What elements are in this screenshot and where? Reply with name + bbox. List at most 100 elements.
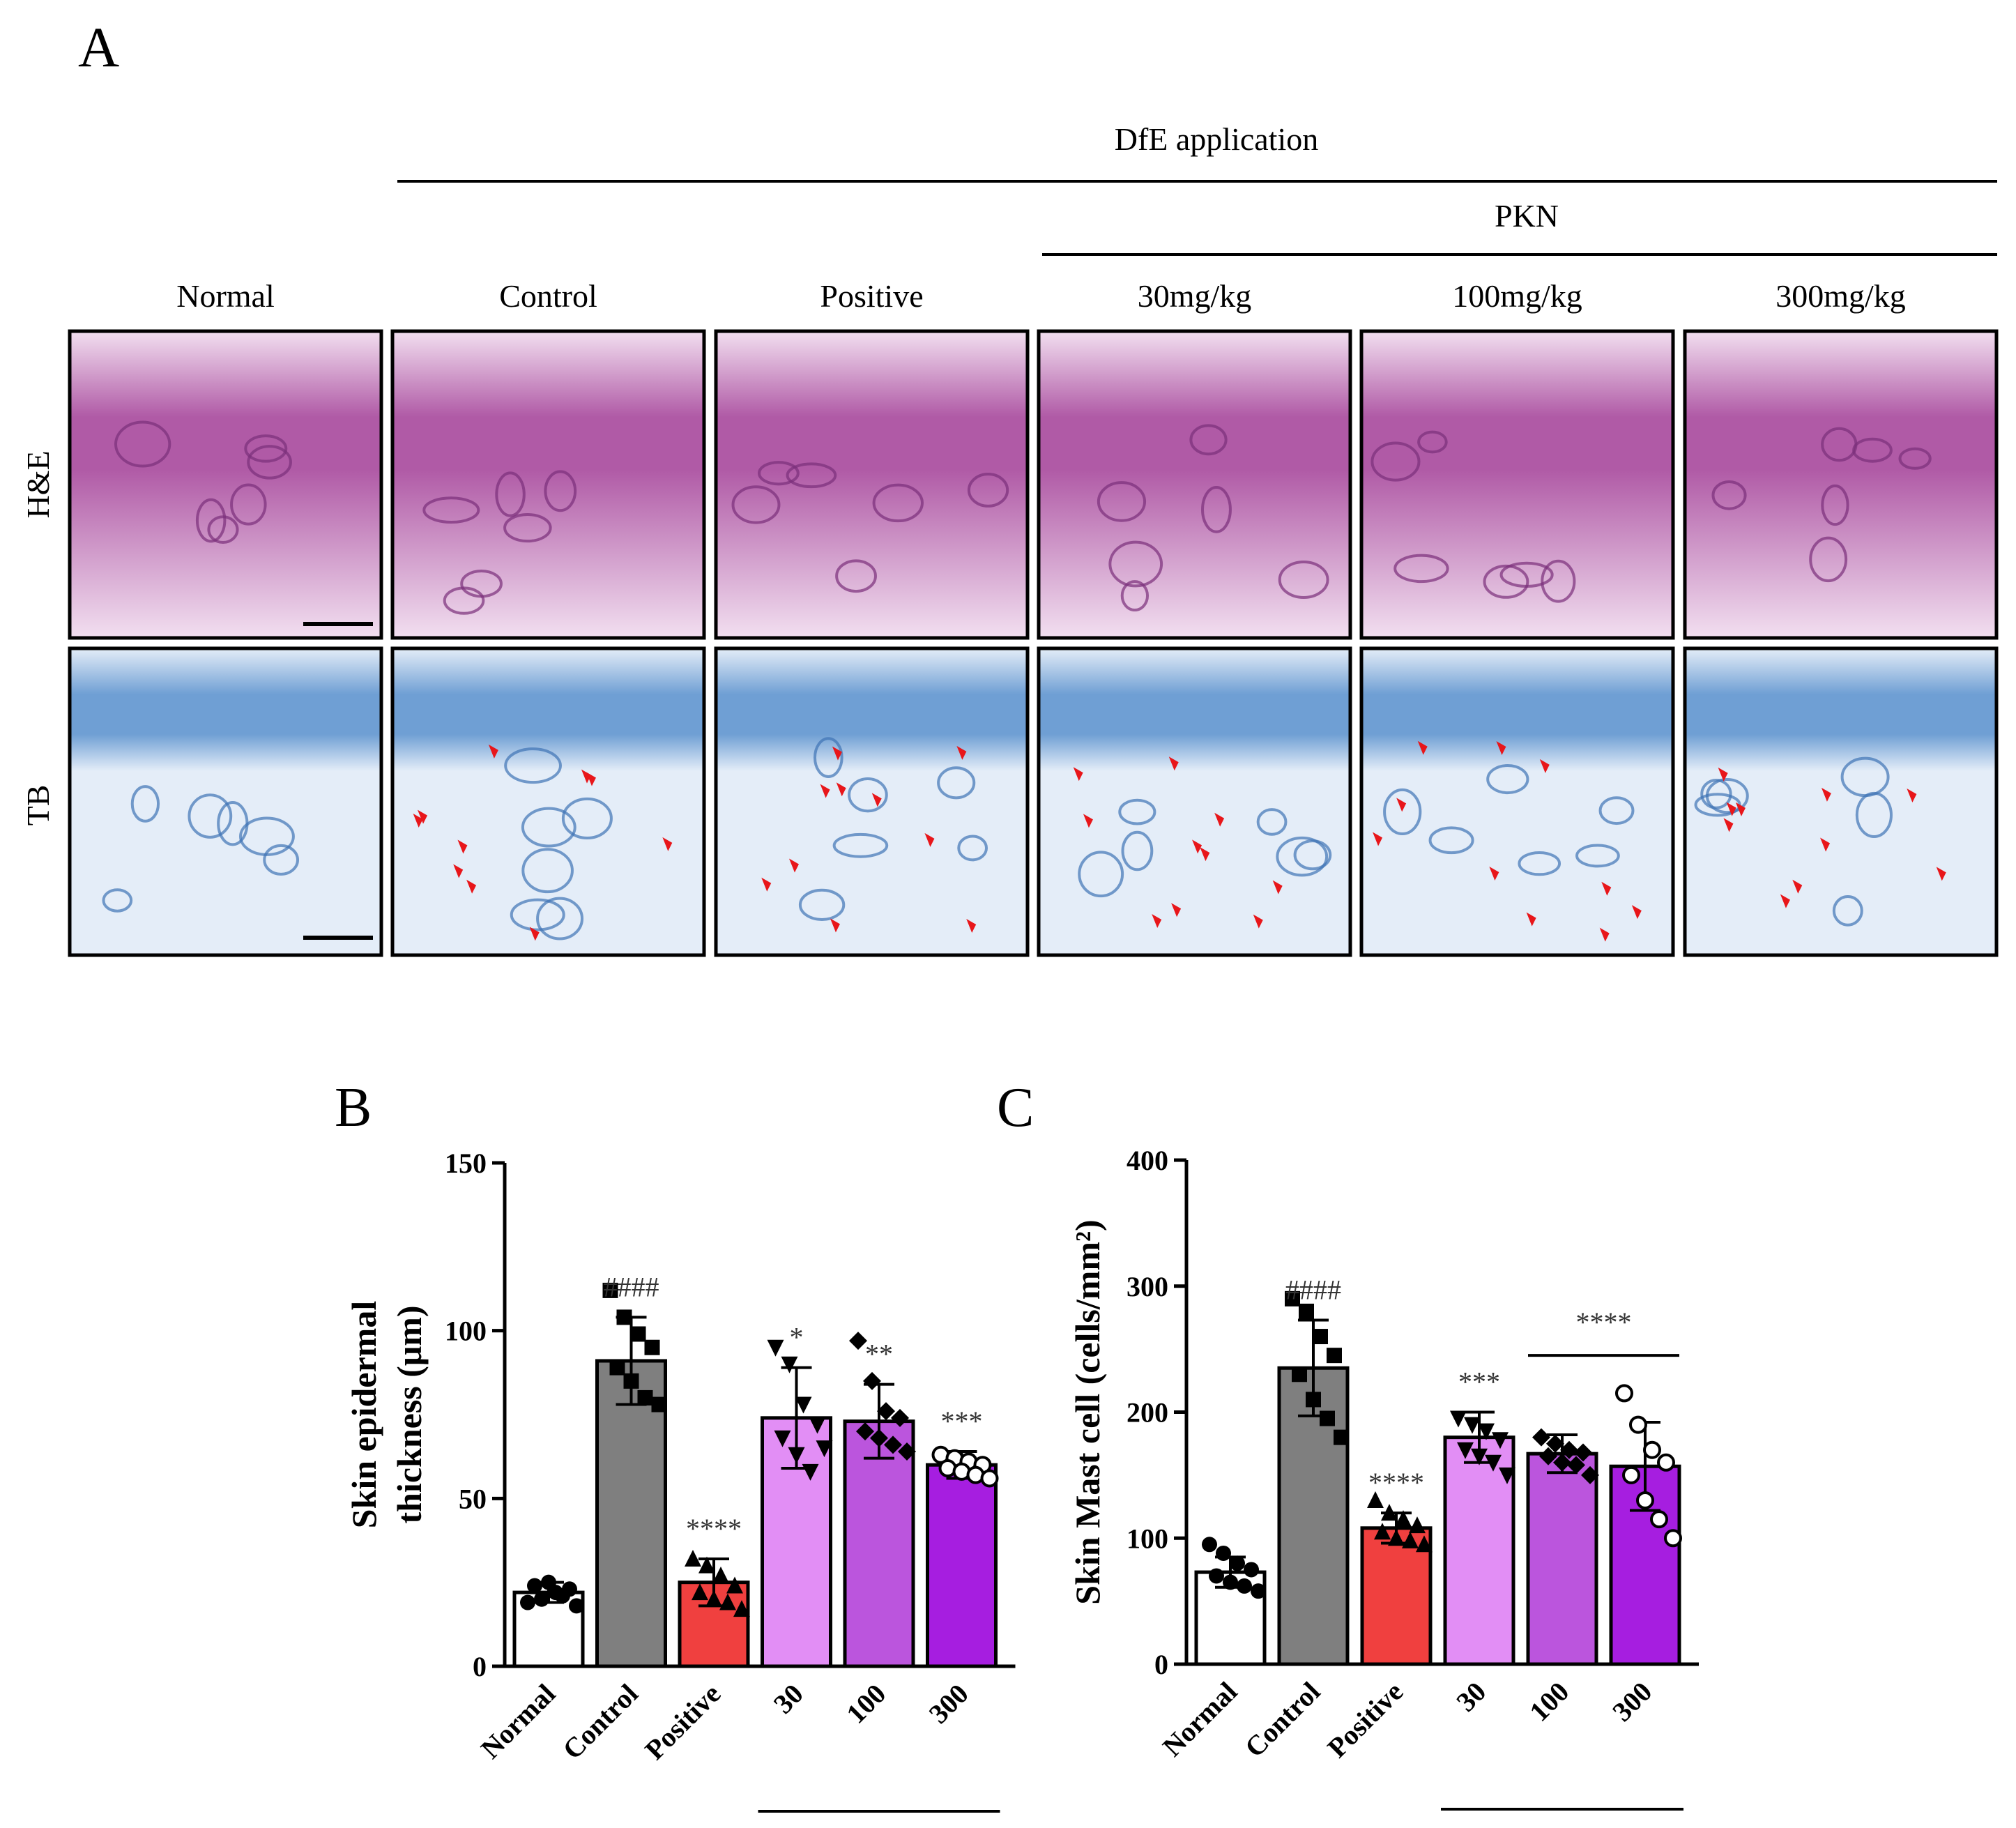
data-point	[1499, 1467, 1515, 1484]
data-point	[1230, 1555, 1245, 1571]
data-point	[726, 1576, 743, 1594]
mast-cell-arrow-icon	[761, 877, 772, 892]
tb-micrograph-3	[1037, 646, 1352, 957]
data-point	[1567, 1456, 1585, 1475]
follicle-shape	[1276, 836, 1329, 877]
mast-cell-arrow-icon	[1599, 927, 1610, 942]
follicle-shape	[130, 785, 160, 823]
follicle-shape	[813, 737, 843, 778]
mast-cell-arrow-icon	[1526, 912, 1536, 927]
panel-c-label: C	[997, 1077, 1034, 1138]
mast-cell-arrow-icon	[1253, 914, 1263, 929]
micrograph-border	[390, 329, 706, 640]
data-point	[623, 1373, 639, 1389]
category-label: 100	[1523, 1676, 1575, 1728]
micrograph-border	[1037, 329, 1352, 640]
data-point	[1409, 1516, 1426, 1534]
follicle-shape	[1575, 844, 1620, 868]
data-point	[520, 1594, 535, 1610]
follicle-shape	[510, 898, 565, 931]
follicle-shape	[1898, 447, 1932, 470]
follicle-shape	[1293, 839, 1332, 871]
category-label: Positive	[639, 1678, 726, 1766]
data-point	[1553, 1453, 1571, 1472]
category-label: Positive	[1321, 1676, 1409, 1764]
follicle-shape	[1118, 798, 1156, 825]
data-point	[1381, 1504, 1398, 1521]
data-point	[1388, 1529, 1405, 1546]
bar	[926, 1463, 998, 1668]
mast-cell-arrow-icon	[1373, 832, 1383, 846]
micrograph-image	[1039, 648, 1350, 955]
data-point	[1471, 1448, 1488, 1465]
tb-micrograph-1	[390, 646, 706, 957]
he-micrograph-3	[1037, 329, 1352, 640]
bar-group-control: #### Control	[556, 1271, 667, 1765]
follicle-shape	[1383, 788, 1422, 836]
micrograph-border	[1683, 646, 1999, 957]
mast-cell-arrow-icon	[1735, 802, 1746, 816]
y-tick-label: 50	[459, 1483, 487, 1514]
follicle-shape	[207, 515, 239, 544]
data-point	[884, 1435, 902, 1454]
bar-group-normal: Normal	[1156, 1537, 1267, 1762]
follicle-shape	[1278, 560, 1329, 600]
data-point	[1320, 1410, 1335, 1426]
data-point	[891, 1408, 909, 1427]
category-label: 300	[1606, 1676, 1658, 1728]
data-point	[1539, 1447, 1557, 1465]
mast-cell-arrow-icon	[1820, 837, 1831, 852]
mast-cell-arrow-icon	[820, 784, 830, 798]
data-point	[644, 1339, 660, 1355]
mast-cell-arrow-icon	[1780, 894, 1790, 908]
he-micrograph-0	[68, 329, 383, 640]
mast-cell-arrow-icon	[1631, 905, 1642, 920]
follicle-shape	[495, 471, 526, 517]
micrograph-image	[70, 331, 381, 638]
data-point	[1492, 1432, 1509, 1449]
category-label: 300	[923, 1678, 975, 1730]
follicle-shape	[239, 816, 295, 856]
mast-cell-arrow-icon	[832, 746, 842, 761]
mast-cell-arrow-icon	[581, 769, 591, 784]
follicle-shape	[561, 797, 613, 840]
follicle-shape	[1711, 480, 1747, 510]
data-point	[802, 1463, 819, 1481]
data-point	[1313, 1329, 1328, 1345]
mast-cell-arrow-icon	[413, 814, 423, 828]
micrograph-border	[1037, 646, 1352, 957]
mast-cell-arrow-icon	[586, 772, 596, 786]
data-point	[527, 1578, 542, 1594]
follicle-shape	[244, 434, 288, 463]
data-point	[809, 1417, 826, 1434]
micrograph-image	[392, 331, 704, 638]
column-label-4: 100mg/kg	[1452, 278, 1582, 314]
significance-label: ####	[1285, 1274, 1341, 1306]
data-point	[849, 1332, 867, 1350]
data-point	[555, 1587, 570, 1604]
follicle-shape	[758, 461, 800, 486]
bar-group-30: * 30	[761, 1322, 833, 1720]
follicle-shape	[1518, 851, 1561, 876]
follicle-shape	[102, 888, 133, 913]
mast-cell-arrow-icon	[418, 809, 428, 824]
follicle-shape	[1256, 808, 1288, 836]
follicle-shape	[460, 569, 503, 598]
bar	[1277, 1366, 1350, 1666]
data-point	[1485, 1454, 1502, 1472]
follicle-shape	[937, 766, 976, 800]
data-point	[637, 1389, 653, 1406]
dfe-application-label: DfE application	[1115, 121, 1319, 157]
data-point	[1629, 1415, 1647, 1434]
data-point	[1560, 1440, 1578, 1459]
bar	[1443, 1435, 1515, 1666]
follicle-shape	[1108, 540, 1163, 588]
panel-a: A DfE application PKN Normal Control Posit…	[20, 15, 1999, 957]
micrograph-border	[68, 646, 383, 957]
bar-group-control: #### Control	[1239, 1274, 1350, 1763]
follicle-shape	[1393, 554, 1449, 584]
data-point	[1532, 1428, 1550, 1447]
bar	[1526, 1452, 1598, 1666]
follicle-shape	[504, 747, 562, 784]
